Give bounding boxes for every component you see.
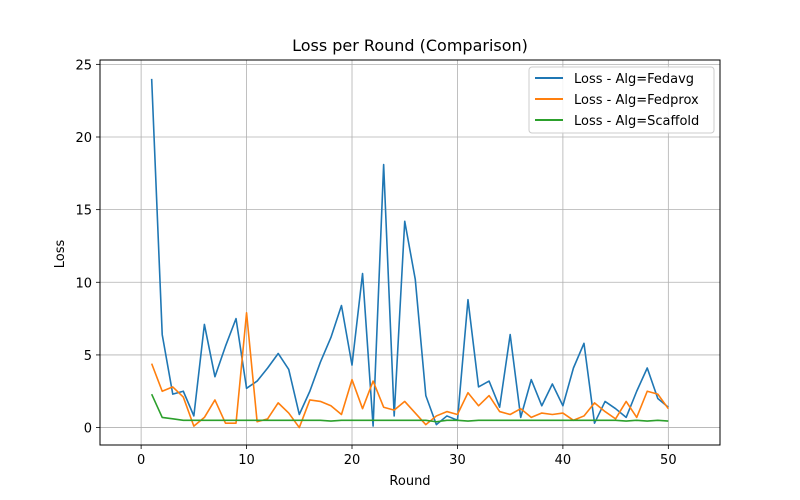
series-line-1	[150, 78, 669, 427]
legend-label: Loss - Alg=Fedavg	[574, 72, 694, 87]
x-tick-label: 40	[555, 453, 572, 468]
y-tick-label: 25	[75, 58, 92, 73]
x-axis-label: Round	[389, 474, 430, 489]
x-tick-label: 10	[238, 453, 255, 468]
legend-label: Loss - Alg=Scaffold	[574, 114, 699, 129]
y-tick-label: 10	[75, 276, 92, 291]
x-tick-label: 0	[137, 453, 145, 468]
x-tick-label: 50	[660, 453, 677, 468]
series-line-3	[150, 393, 669, 423]
axis-ticks: 0 10 20 30 40 50 0 5 10 15 20 25	[75, 58, 676, 468]
x-tick-label: 20	[344, 453, 361, 468]
series-line-2	[150, 311, 669, 429]
legend: Loss - Alg=Fedavg Loss - Alg=Fedprox Loss …	[528, 66, 715, 134]
y-axis-label: Loss	[53, 240, 68, 269]
chart-title: Loss per Round (Comparison)	[292, 36, 528, 55]
y-tick-label: 0	[84, 422, 92, 437]
y-tick-label: 20	[75, 131, 92, 146]
legend-label: Loss - Alg=Fedprox	[574, 93, 699, 108]
legend-box	[528, 66, 715, 134]
x-tick-label: 30	[449, 453, 466, 468]
plot-frame	[99, 59, 721, 446]
series-lines	[150, 78, 669, 429]
y-tick-label: 5	[84, 349, 92, 364]
y-tick-label: 15	[75, 204, 92, 219]
